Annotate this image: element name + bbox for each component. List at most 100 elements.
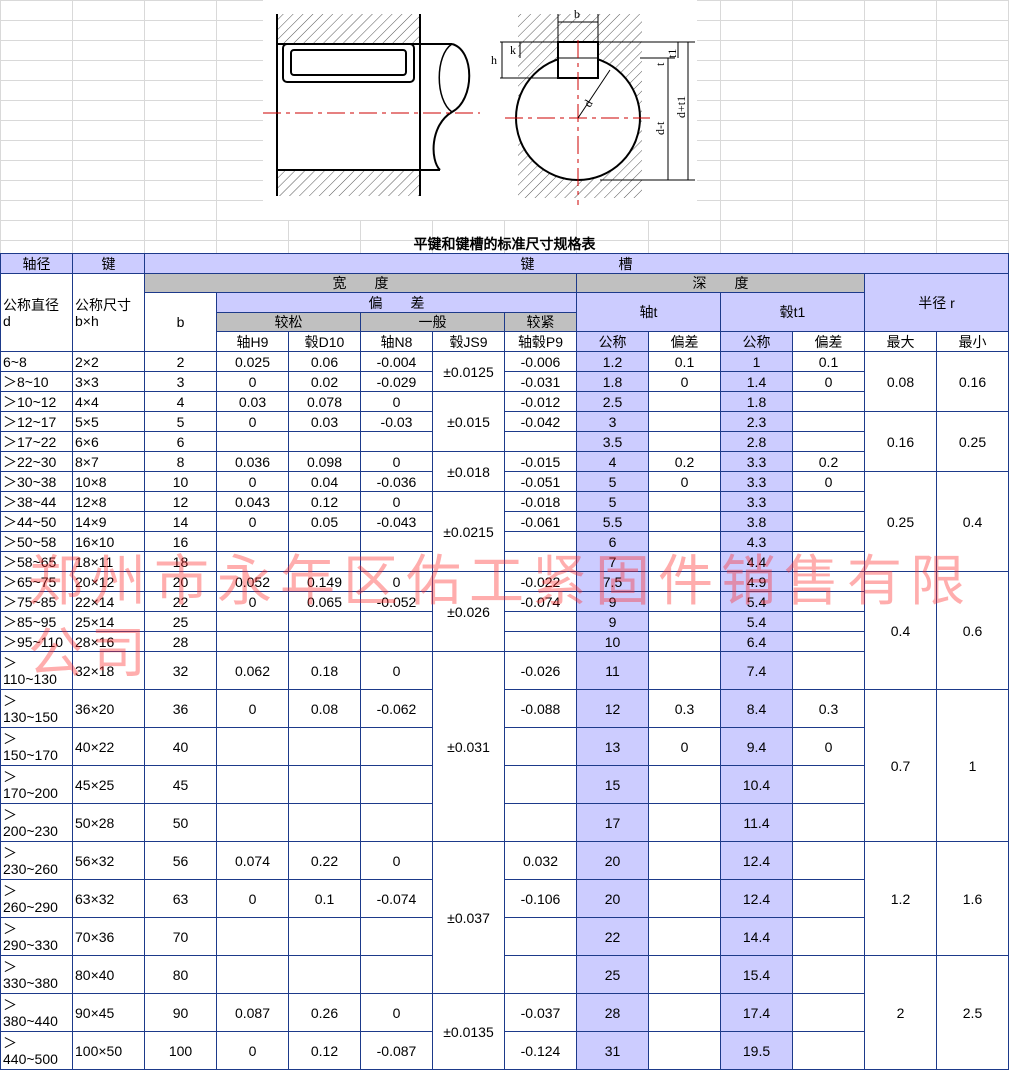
table-row: ＞8~10 3×3 3 0 0.02 -0.029 -0.031 1.8 0 1.4 0 xyxy=(0,371,1009,392)
table-cell xyxy=(792,879,865,918)
table-cell: 2×2 xyxy=(72,351,145,372)
header-cell: 宽 度 xyxy=(144,273,577,293)
table-cell: 0.4 xyxy=(936,471,1009,572)
table-cell xyxy=(288,551,361,572)
table-cell xyxy=(504,631,577,652)
table-cell xyxy=(648,391,721,412)
table-cell: 6 xyxy=(144,431,217,452)
table-cell: 0.3 xyxy=(792,689,865,728)
table-cell: 5.5 xyxy=(576,511,649,532)
table-cell: 0.098 xyxy=(288,451,361,472)
table-cell: -0.061 xyxy=(504,511,577,532)
table-cell: 1.4 xyxy=(720,371,793,392)
table-cell xyxy=(288,611,361,632)
table-cell: 80 xyxy=(144,955,217,994)
cell-text: ＞260~290 xyxy=(3,882,58,915)
table-cell: -0.026 xyxy=(504,651,577,690)
table-cell: 9 xyxy=(576,611,649,632)
table-cell: 0 xyxy=(216,879,289,918)
table-cell xyxy=(360,917,433,956)
table-cell xyxy=(792,391,865,412)
table-cell xyxy=(288,431,361,452)
table-cell: 0.1 xyxy=(648,351,721,372)
table-cell: 0 xyxy=(216,471,289,492)
table-cell: 18×11 xyxy=(72,551,145,572)
table-cell: -0.022 xyxy=(504,571,577,592)
table-cell xyxy=(792,431,865,452)
table-cell xyxy=(504,955,577,994)
table-cell: 1.2 xyxy=(576,351,649,372)
table-cell: 2 xyxy=(144,351,217,372)
table-cell xyxy=(648,591,721,612)
table-cell xyxy=(648,993,721,1032)
table-cell xyxy=(792,551,865,572)
table-cell xyxy=(216,631,289,652)
table-cell: 0.2 xyxy=(648,451,721,472)
table-cell: -0.03 xyxy=(360,411,433,432)
table-cell: ＞22~30 xyxy=(0,451,73,472)
column-header: 轴N8 xyxy=(360,331,433,352)
table-cell: 0.7 xyxy=(864,689,937,842)
header-cell: 键 槽 xyxy=(144,253,1009,274)
table-cell: 0.1 xyxy=(792,351,865,372)
label-h: h xyxy=(491,53,497,67)
table-cell: 0.25 xyxy=(936,411,1009,472)
table-cell: 2.5 xyxy=(936,955,1009,1070)
table-cell: 0 xyxy=(216,591,289,612)
table-cell: 5.4 xyxy=(720,611,793,632)
table-cell: 8.4 xyxy=(720,689,793,728)
table-cell: -0.088 xyxy=(504,689,577,728)
table-cell xyxy=(288,727,361,766)
header-text: d xyxy=(3,312,11,329)
table-cell: 15.4 xyxy=(720,955,793,994)
table-cell: 0 xyxy=(360,451,433,472)
table-cell: -0.052 xyxy=(360,591,433,612)
table-cell: 10 xyxy=(576,631,649,652)
table-cell: 28 xyxy=(576,993,649,1032)
table-cell xyxy=(648,631,721,652)
table-cell: 4.4 xyxy=(720,551,793,572)
table-cell: 0.16 xyxy=(864,411,937,472)
table-cell xyxy=(648,491,721,512)
header-cell: b xyxy=(144,292,217,352)
table-cell: 4.3 xyxy=(720,531,793,552)
column-header: 偏差 xyxy=(648,331,721,352)
table-title: 平键和键槽的标准尺寸规格表 xyxy=(413,236,596,252)
table-cell: 0.6 xyxy=(936,571,1009,690)
table-cell: 0.036 xyxy=(216,451,289,472)
table-cell xyxy=(288,531,361,552)
column-header: 毂JS9 xyxy=(432,331,505,352)
cell-text: ＞130~150 xyxy=(3,692,58,725)
table-cell: 3.3 xyxy=(720,491,793,512)
table-cell xyxy=(792,631,865,652)
table-cell: 14 xyxy=(144,511,217,532)
table-cell: 0 xyxy=(216,411,289,432)
table-cell xyxy=(792,1031,865,1070)
table-cell: 0.025 xyxy=(216,351,289,372)
table-cell: 4 xyxy=(144,391,217,412)
table-cell: 56×32 xyxy=(72,841,145,880)
header-cell: 轴t xyxy=(576,292,721,332)
table-cell: 2.8 xyxy=(720,431,793,452)
table-cell: 0.2 xyxy=(792,451,865,472)
table-cell: ＞12~17 xyxy=(0,411,73,432)
table-cell: 3 xyxy=(144,371,217,392)
table-cell xyxy=(360,531,433,552)
table-cell: 5.4 xyxy=(720,591,793,612)
table-cell: 1 xyxy=(720,351,793,372)
table-cell: 0.032 xyxy=(504,841,577,880)
table-cell xyxy=(216,917,289,956)
table-cell: 0.1 xyxy=(288,879,361,918)
table-cell xyxy=(360,727,433,766)
keyway-diagram: b h k t t1 d d-t d+t1 xyxy=(263,0,697,220)
table-cell xyxy=(360,765,433,804)
table-row: ＞290~330 70×36 70 22 14.4 xyxy=(0,917,1009,956)
table-cell: 16 xyxy=(144,531,217,552)
header-text: 公称尺寸 xyxy=(75,296,131,313)
table-cell: ＞290~330 xyxy=(0,917,73,956)
table-cell: 10 xyxy=(144,471,217,492)
table-cell: 16×10 xyxy=(72,531,145,552)
header-cell: 较紧 xyxy=(504,312,577,332)
table-cell: 2.5 xyxy=(576,391,649,412)
